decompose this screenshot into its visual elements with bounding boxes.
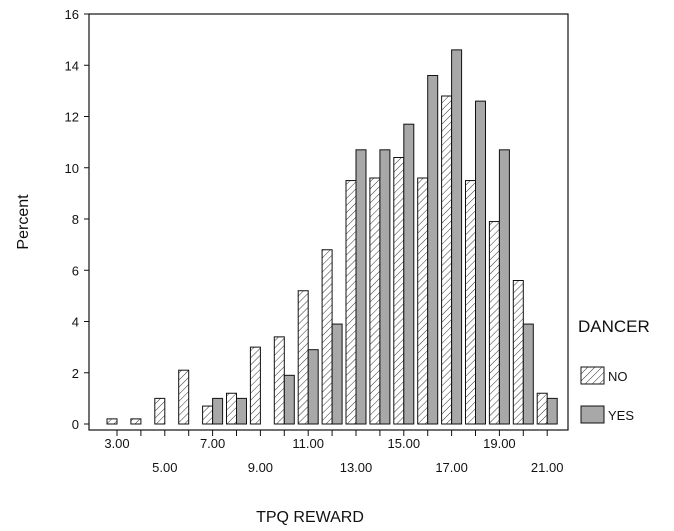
y-axis-title: Percent xyxy=(15,194,32,250)
bar-no xyxy=(297,290,309,425)
x-tick-label: 17.00 xyxy=(435,460,468,475)
x-tick-label: 13.00 xyxy=(340,460,373,475)
x-axis-title: TPQ REWARD xyxy=(256,509,364,526)
bar-no xyxy=(441,95,453,425)
y-tick-label: 16 xyxy=(65,7,79,22)
legend-swatch-yes xyxy=(580,405,605,424)
bar-no xyxy=(488,221,500,425)
x-tick-label: 19.00 xyxy=(483,436,516,451)
x-tick-label: 3.00 xyxy=(104,436,129,451)
x-tick-label: 9.00 xyxy=(248,460,273,475)
bar-no xyxy=(130,418,142,425)
bar-no xyxy=(345,180,357,425)
legend-title: DANCER xyxy=(578,317,650,336)
y-tick-label: 6 xyxy=(72,263,79,278)
y-tick-label: 14 xyxy=(65,58,79,73)
x-tick-label: 7.00 xyxy=(200,436,225,451)
y-tick-label: 2 xyxy=(72,366,79,381)
y-tick-label: 8 xyxy=(72,212,79,227)
legend-label-no: NO xyxy=(608,369,628,384)
x-axis: 3.00 7.00 11.00 15.00 19.00 5.00 9.00 13.00 17.0… xyxy=(104,430,563,475)
legend: DANCER NO YES xyxy=(578,317,650,424)
bar-no xyxy=(249,346,261,425)
bar-yes xyxy=(427,75,439,425)
x-tick-label: 15.00 xyxy=(388,436,421,451)
bar-no xyxy=(536,392,548,425)
bar-yes xyxy=(307,349,319,425)
bar-yes xyxy=(212,397,224,425)
y-axis: 0 2 4 6 8 10 12 14 16 xyxy=(65,7,89,432)
bar-yes xyxy=(522,323,534,425)
legend-label-yes: YES xyxy=(608,408,634,423)
bar-no xyxy=(178,369,190,425)
plot-frame xyxy=(88,13,569,431)
y-tick-label: 12 xyxy=(65,110,79,125)
x-tick-label: 11.00 xyxy=(292,436,324,451)
bar-yes xyxy=(546,397,558,425)
bar-yes xyxy=(403,123,415,425)
bar-yes xyxy=(475,100,486,425)
bar-no xyxy=(369,177,381,425)
bar-no xyxy=(512,280,524,425)
bar-no xyxy=(202,405,214,425)
x-tick-label: 5.00 xyxy=(152,460,177,475)
bar-yes xyxy=(379,149,391,425)
bar-no xyxy=(273,336,285,425)
bar-no xyxy=(393,157,405,425)
bar-no xyxy=(226,392,237,425)
x-tick-label: 21.00 xyxy=(531,460,564,475)
bar-yes xyxy=(331,323,343,425)
bar-no xyxy=(321,249,333,425)
bar-no xyxy=(465,180,476,425)
bar-no xyxy=(417,177,429,425)
bar-yes xyxy=(236,397,247,425)
y-tick-label: 4 xyxy=(72,315,79,330)
bar-yes xyxy=(451,49,463,425)
bar-yes xyxy=(355,149,367,425)
y-tick-label: 10 xyxy=(65,161,79,176)
legend-swatch-no xyxy=(580,366,605,385)
y-tick-label: 0 xyxy=(72,417,79,432)
bar-no xyxy=(106,418,118,425)
bar-yes xyxy=(498,149,510,425)
bar-series-group xyxy=(106,49,558,425)
bar-yes xyxy=(283,374,295,425)
bar-no xyxy=(154,397,166,425)
